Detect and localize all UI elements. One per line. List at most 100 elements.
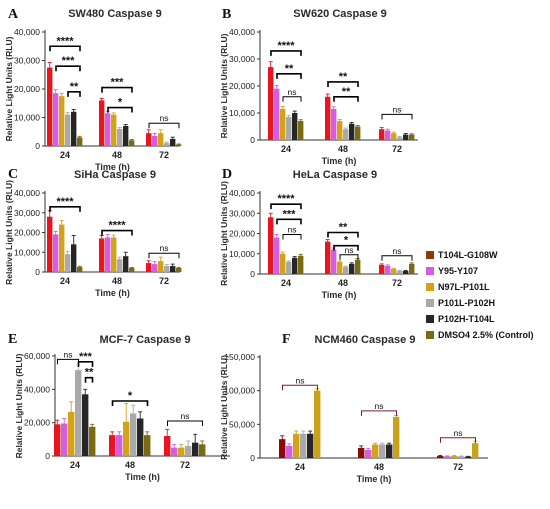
significance-bracket <box>67 91 81 97</box>
panel-letter: A <box>8 7 19 22</box>
bar <box>343 266 349 274</box>
significance-label: ** <box>342 86 351 98</box>
bar <box>268 67 274 140</box>
x-tick-label: 48 <box>374 462 384 472</box>
bar <box>116 435 123 456</box>
bar <box>71 111 77 146</box>
bar <box>286 445 293 458</box>
y-tick-label: 20,000 <box>14 84 40 94</box>
bar <box>152 136 158 146</box>
bar <box>274 237 280 274</box>
significance-label: ns <box>64 349 73 359</box>
legend-label: P102H-T104L <box>438 314 495 324</box>
significance-bracket <box>84 376 94 383</box>
significance-label: ** <box>339 221 348 233</box>
bar <box>337 261 343 274</box>
y-axis-label: Relative Light Units (RLU) <box>219 33 229 138</box>
y-axis-label: Relative Light Units (RLU) <box>4 180 14 285</box>
bar <box>123 126 129 146</box>
x-tick-label: 48 <box>338 278 348 288</box>
significance-label: ns <box>393 104 402 114</box>
bar <box>409 263 415 274</box>
bar <box>403 134 409 140</box>
y-axis-label: Relative Light Units (RLU) <box>4 36 14 141</box>
significance-label: **** <box>277 40 295 52</box>
bar <box>293 433 300 458</box>
bar <box>170 138 176 146</box>
bar <box>144 435 151 456</box>
y-axis-label: Relative Light Units (RLU) <box>14 353 24 458</box>
chart-title: NCM460 Caspase 9 <box>315 334 416 346</box>
bar <box>397 270 403 274</box>
significance-bracket <box>361 410 397 416</box>
y-axis-label: Relative Light Units (RLU) <box>219 355 229 460</box>
significance-label: ** <box>70 81 79 93</box>
bar <box>274 88 280 140</box>
significance-label: ns <box>160 243 169 253</box>
bar <box>164 143 170 146</box>
significance-label: **** <box>277 193 295 205</box>
bar <box>199 444 206 456</box>
bar <box>385 130 391 140</box>
bar <box>47 216 53 272</box>
panel-letter: D <box>222 167 232 182</box>
significance-bracket <box>276 73 302 79</box>
bar <box>349 123 355 140</box>
bar <box>292 257 298 274</box>
significance-bracket <box>282 96 302 102</box>
bar <box>355 259 361 274</box>
y-axis-label: Relative Light Units (RLU) <box>219 181 229 286</box>
bar <box>280 108 286 140</box>
chart-panel-e: E MCF-7 Caspase 9020,00040,00060,000Relat… <box>8 332 230 482</box>
bar <box>286 117 292 140</box>
significance-label: ** <box>85 367 94 379</box>
bar <box>171 447 178 456</box>
bar <box>325 241 331 274</box>
significance-label: ns <box>288 87 297 97</box>
bar <box>176 268 182 272</box>
panel-letter: F <box>282 332 291 347</box>
y-tick-label: 30,000 <box>14 56 40 66</box>
chart-title: SW620 Caspase 9 <box>293 8 387 20</box>
x-tick-label: 48 <box>112 150 122 160</box>
significance-label: * <box>128 390 133 402</box>
chart-panel-a: A SW480 Caspase 9 0 10,000 20,000 30,000 40,00… <box>4 7 182 172</box>
bar <box>53 234 59 272</box>
chart-title: HeLa Caspase 9 <box>293 169 377 181</box>
bar <box>61 423 68 456</box>
bar <box>279 439 286 458</box>
x-tick-label: 48 <box>125 460 135 470</box>
x-tick-label: 24 <box>295 462 305 472</box>
bar <box>458 456 465 458</box>
significance-bracket <box>276 218 302 225</box>
bar <box>465 456 472 458</box>
chart-panel-f: F NCM460 Caspase 9 0 50,000 100,000 150,000Re… <box>219 332 488 484</box>
x-tick-label: 72 <box>392 278 402 288</box>
legend-label: T104L-G108W <box>438 250 498 260</box>
bar <box>89 426 96 456</box>
bar <box>65 254 71 272</box>
chart-title: SiHa Caspase 9 <box>74 169 156 181</box>
significance-label: ns <box>288 225 297 235</box>
significance-bracket <box>57 358 79 365</box>
bar <box>170 266 176 272</box>
bar <box>65 114 71 146</box>
x-tick-label: 24 <box>281 144 291 154</box>
legend-swatch <box>426 251 434 259</box>
y-tick-label: 40,000 <box>14 188 40 198</box>
legend-swatch <box>426 283 434 291</box>
bar <box>164 436 171 456</box>
significance-bracket <box>381 255 413 261</box>
bar <box>358 447 365 458</box>
significance-label: * <box>344 235 349 247</box>
bar <box>300 433 307 458</box>
y-tick-label: 0 <box>45 451 50 461</box>
significance-bracket <box>55 65 81 72</box>
bar <box>59 96 65 146</box>
bar <box>437 455 444 458</box>
legend-label: N97L-P101L <box>438 282 490 292</box>
significance-label: ns <box>345 245 354 255</box>
x-tick-label: 72 <box>159 276 169 286</box>
y-tick-label: 10,000 <box>229 108 255 118</box>
bar <box>343 129 349 140</box>
